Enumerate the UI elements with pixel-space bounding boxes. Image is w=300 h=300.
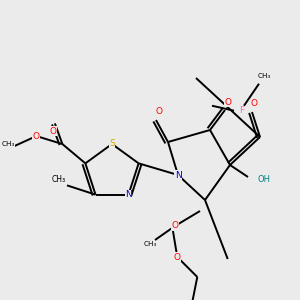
Text: O: O: [250, 100, 257, 109]
Text: O: O: [224, 98, 232, 106]
Text: O: O: [172, 221, 178, 230]
Text: OH: OH: [258, 176, 271, 184]
Text: CH₃: CH₃: [52, 175, 66, 184]
Text: F: F: [239, 106, 244, 115]
Text: CH₃: CH₃: [143, 241, 157, 247]
Text: O: O: [50, 127, 56, 136]
Text: CH₃: CH₃: [2, 141, 15, 147]
Text: S: S: [109, 140, 115, 148]
Text: O: O: [155, 107, 163, 116]
Text: N: N: [175, 170, 182, 179]
Text: CH₃: CH₃: [257, 73, 271, 79]
Text: O: O: [174, 253, 181, 262]
Text: O: O: [33, 132, 40, 141]
Text: N: N: [125, 190, 132, 199]
